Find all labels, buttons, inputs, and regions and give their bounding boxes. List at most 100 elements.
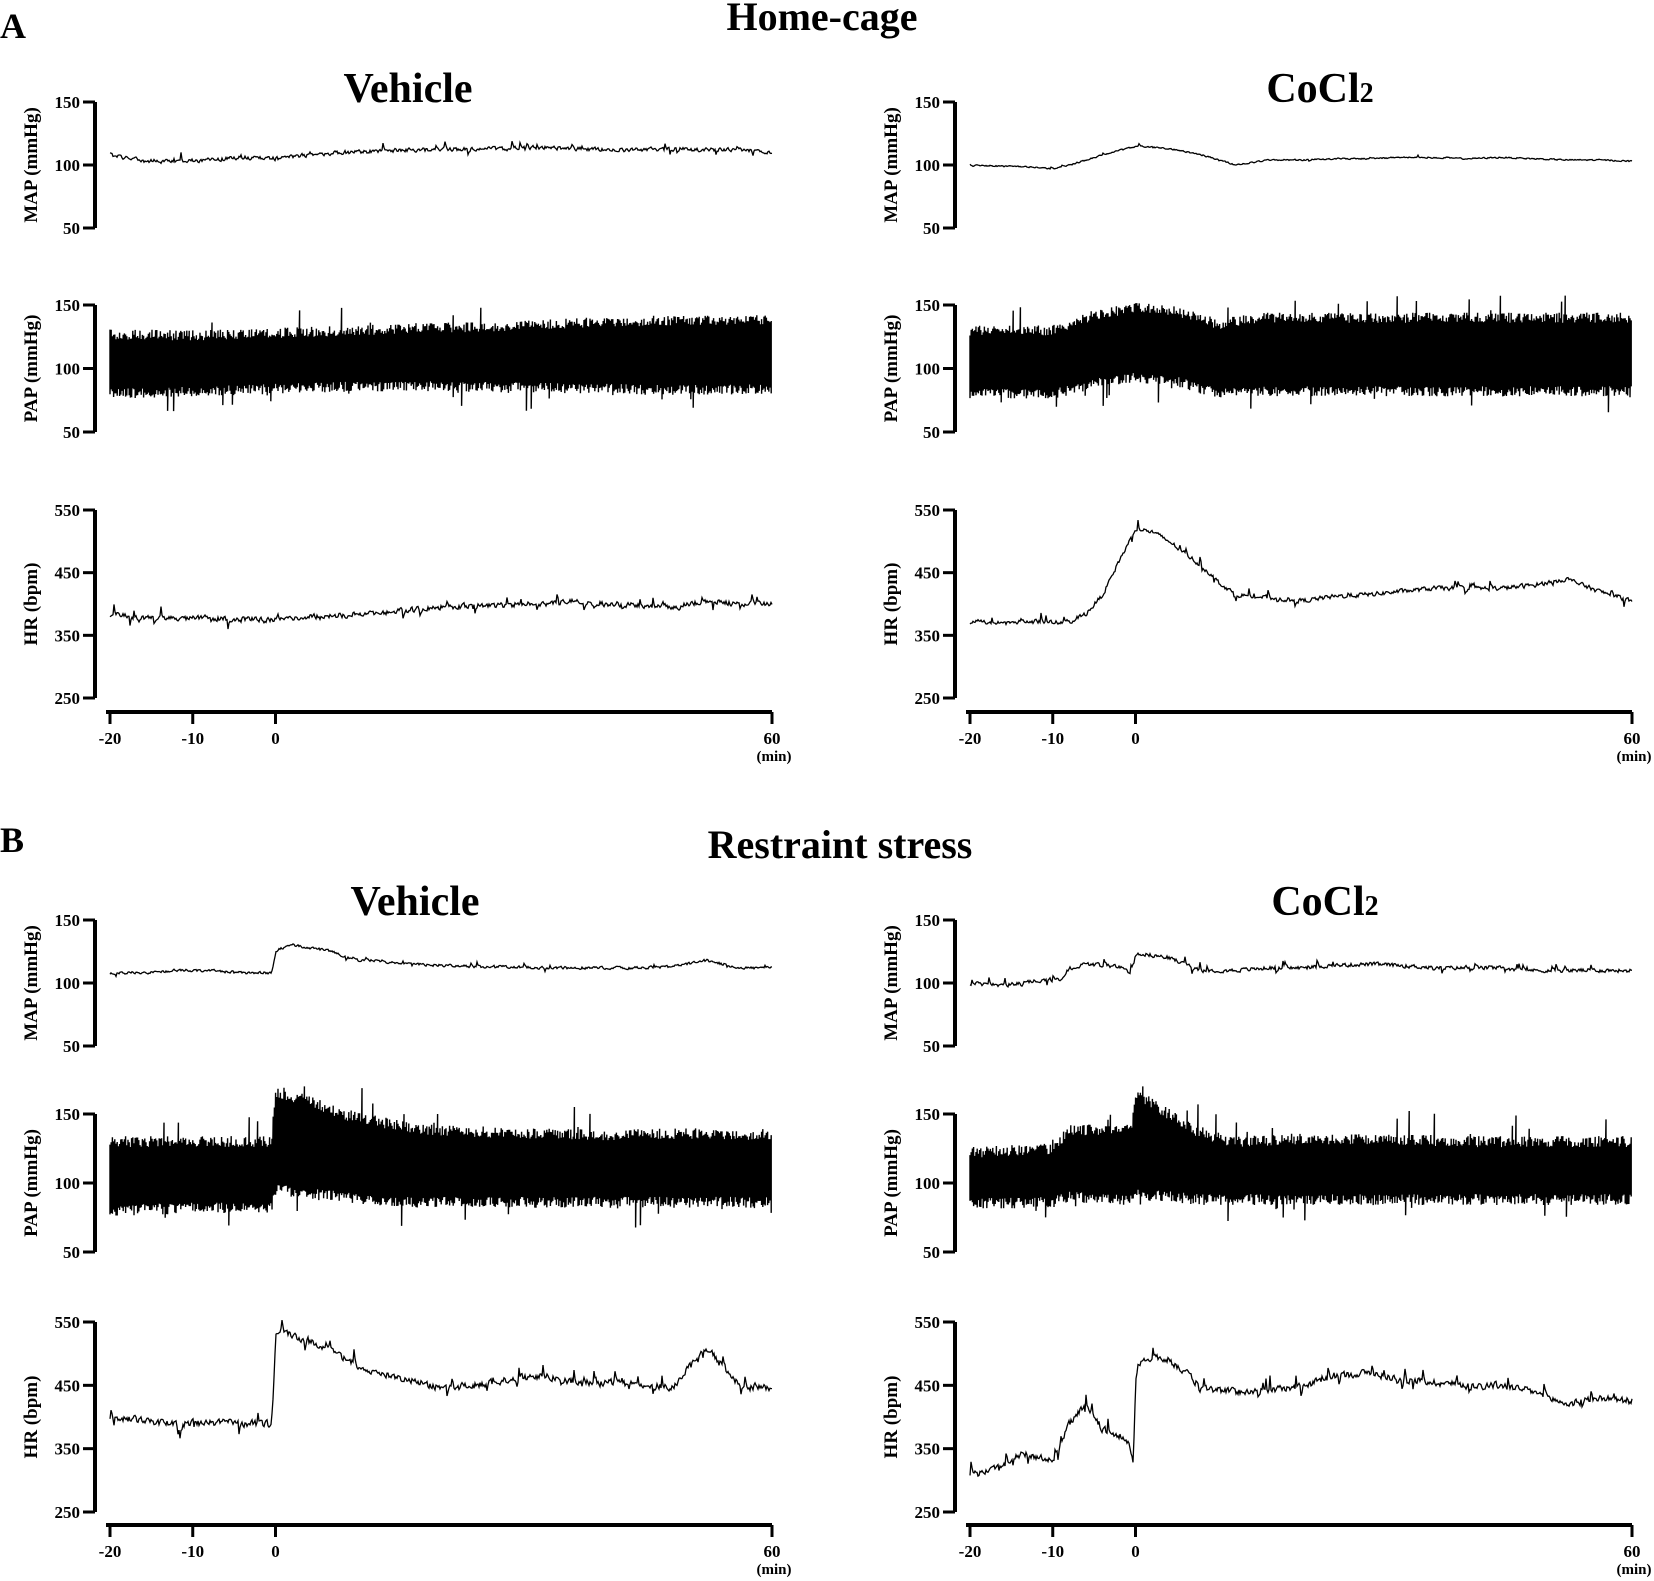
y-tick-label: 150 bbox=[55, 296, 81, 315]
chart-b-vehicle-pap: 50 100 150 PAP (mmHg) bbox=[21, 1086, 772, 1262]
y-tick-label: 100 bbox=[55, 156, 81, 175]
x-tick-label: 0 bbox=[1131, 1542, 1140, 1561]
x-tick-label: 0 bbox=[271, 1542, 280, 1561]
y-axis-label: PAP (mmHg) bbox=[21, 1129, 42, 1237]
y-tick-label: 50 bbox=[923, 423, 940, 442]
y-axis-label: PAP (mmHg) bbox=[21, 315, 42, 423]
condition-label-sub: 2 bbox=[1360, 78, 1374, 109]
x-tick-label: 0 bbox=[1131, 729, 1140, 748]
y-tick-label: 550 bbox=[915, 501, 941, 520]
series-line bbox=[109, 1086, 772, 1228]
chart-a-cocl2-hr: 250 350 450 550 HR (bpm) bbox=[881, 501, 1633, 708]
x-tick-label: -20 bbox=[959, 729, 982, 748]
y-tick-label: 100 bbox=[55, 974, 81, 993]
series-line bbox=[109, 594, 773, 630]
x-tick-label: 0 bbox=[271, 729, 280, 748]
y-tick-label: 150 bbox=[915, 911, 941, 930]
series-line bbox=[969, 1086, 1632, 1222]
y-tick-label: 350 bbox=[915, 1440, 941, 1459]
x-axis-b-cocl2: -20 -10 0 60(min) bbox=[959, 1523, 1652, 1578]
y-axis-label: PAP (mmHg) bbox=[881, 315, 902, 423]
y-tick-label: 150 bbox=[915, 1105, 941, 1124]
y-tick-label: 100 bbox=[55, 360, 81, 379]
series-line bbox=[109, 140, 773, 165]
series-line bbox=[969, 142, 1633, 170]
y-tick-label: 450 bbox=[55, 564, 81, 583]
chart-b-cocl2-map: 50 100 150 MAP (mmHg) bbox=[881, 911, 1632, 1056]
y-tick-label: 100 bbox=[915, 360, 941, 379]
chart-a-vehicle-map: 50 100 150 MAP (mmHg) bbox=[21, 93, 773, 238]
y-tick-label: 250 bbox=[55, 689, 81, 708]
x-tick-label: 60 bbox=[764, 729, 781, 748]
y-tick-label: 250 bbox=[55, 1503, 81, 1522]
x-unit-label: (min) bbox=[757, 1562, 792, 1578]
series-line bbox=[969, 1347, 1633, 1478]
x-tick-label: -10 bbox=[181, 1542, 204, 1561]
y-axis-label: PAP (mmHg) bbox=[881, 1129, 902, 1237]
condition-title-vehicle-a: Vehicle bbox=[343, 66, 472, 112]
chart-a-vehicle-pap: 50 100 150 PAP (mmHg) bbox=[21, 296, 772, 442]
y-tick-label: 150 bbox=[915, 296, 941, 315]
y-tick-label: 250 bbox=[915, 1503, 941, 1522]
y-tick-label: 50 bbox=[923, 219, 940, 238]
x-tick-label: 60 bbox=[1624, 729, 1641, 748]
x-tick-label: -10 bbox=[1041, 729, 1064, 748]
y-tick-label: 350 bbox=[915, 626, 941, 645]
series-line bbox=[969, 520, 1633, 627]
y-tick-label: 150 bbox=[915, 93, 941, 112]
y-tick-label: 350 bbox=[55, 626, 81, 645]
chart-a-cocl2-map: 50 100 150 MAP (mmHg) bbox=[881, 93, 1633, 238]
x-tick-label: -20 bbox=[99, 729, 122, 748]
chart-a-cocl2-pap: 50 100 150 PAP (mmHg) bbox=[881, 295, 1632, 442]
y-tick-label: 150 bbox=[55, 93, 81, 112]
y-axis-label: MAP (mmHg) bbox=[21, 107, 42, 223]
y-axis-label: HR (bpm) bbox=[21, 563, 42, 646]
series-line bbox=[109, 1319, 773, 1439]
y-tick-label: 150 bbox=[55, 911, 81, 930]
y-axis-label: HR (bpm) bbox=[881, 1376, 902, 1459]
chart-b-vehicle-hr: 250 350 450 550 HR (bpm) bbox=[21, 1313, 773, 1522]
series-line bbox=[109, 307, 772, 412]
y-axis-label: HR (bpm) bbox=[881, 563, 902, 646]
panel-title-b: Restraint stress bbox=[708, 822, 973, 867]
y-axis-label: MAP (mmHg) bbox=[21, 925, 42, 1041]
x-unit-label: (min) bbox=[1617, 749, 1652, 765]
x-tick-label: -20 bbox=[99, 1542, 122, 1561]
condition-label-sub: 2 bbox=[1365, 891, 1379, 922]
y-axis-label: MAP (mmHg) bbox=[881, 925, 902, 1041]
x-axis-b-vehicle: -20 -10 0 60(min) bbox=[99, 1523, 792, 1578]
condition-title-vehicle-b: Vehicle bbox=[350, 879, 479, 925]
series-line bbox=[969, 951, 1632, 989]
series-line bbox=[109, 943, 773, 979]
y-tick-label: 50 bbox=[923, 1037, 940, 1056]
x-unit-label: (min) bbox=[1617, 1562, 1652, 1578]
x-tick-label: -10 bbox=[1041, 1542, 1064, 1561]
y-tick-label: 50 bbox=[923, 1243, 940, 1262]
plot-area: 50 100 150 MAP (mmHg) 50 100 150 MAP (mmHg) 50 10… bbox=[21, 93, 1652, 1578]
panel-letter-a: A bbox=[0, 6, 26, 46]
y-tick-label: 100 bbox=[915, 974, 941, 993]
panel-title-a: Home-cage bbox=[726, 0, 917, 39]
series-line bbox=[969, 295, 1632, 413]
x-tick-label: -20 bbox=[959, 1542, 982, 1561]
y-tick-label: 350 bbox=[55, 1440, 81, 1459]
x-axis-a-vehicle: -20 -10 0 60(min) bbox=[99, 710, 792, 765]
y-tick-label: 250 bbox=[915, 689, 941, 708]
x-axis-a-cocl2: -20 -10 0 60(min) bbox=[959, 710, 1652, 765]
y-tick-label: 450 bbox=[915, 1376, 941, 1395]
y-axis-label: MAP (mmHg) bbox=[881, 107, 902, 223]
condition-label-main: CoCl bbox=[1266, 66, 1359, 112]
y-tick-label: 150 bbox=[55, 1105, 81, 1124]
condition-label-main: CoCl bbox=[1271, 879, 1364, 925]
y-tick-label: 50 bbox=[63, 1037, 80, 1056]
y-tick-label: 50 bbox=[63, 219, 80, 238]
y-tick-label: 50 bbox=[63, 423, 80, 442]
condition-title-cocl2-a: CoCl2 bbox=[1266, 66, 1373, 112]
y-tick-label: 100 bbox=[915, 1174, 941, 1193]
y-tick-label: 100 bbox=[915, 156, 941, 175]
y-tick-label: 50 bbox=[63, 1243, 80, 1262]
y-tick-label: 100 bbox=[55, 1174, 81, 1193]
x-tick-label: 60 bbox=[1624, 1542, 1641, 1561]
chart-b-cocl2-hr: 250 350 450 550 HR (bpm) bbox=[881, 1313, 1633, 1522]
